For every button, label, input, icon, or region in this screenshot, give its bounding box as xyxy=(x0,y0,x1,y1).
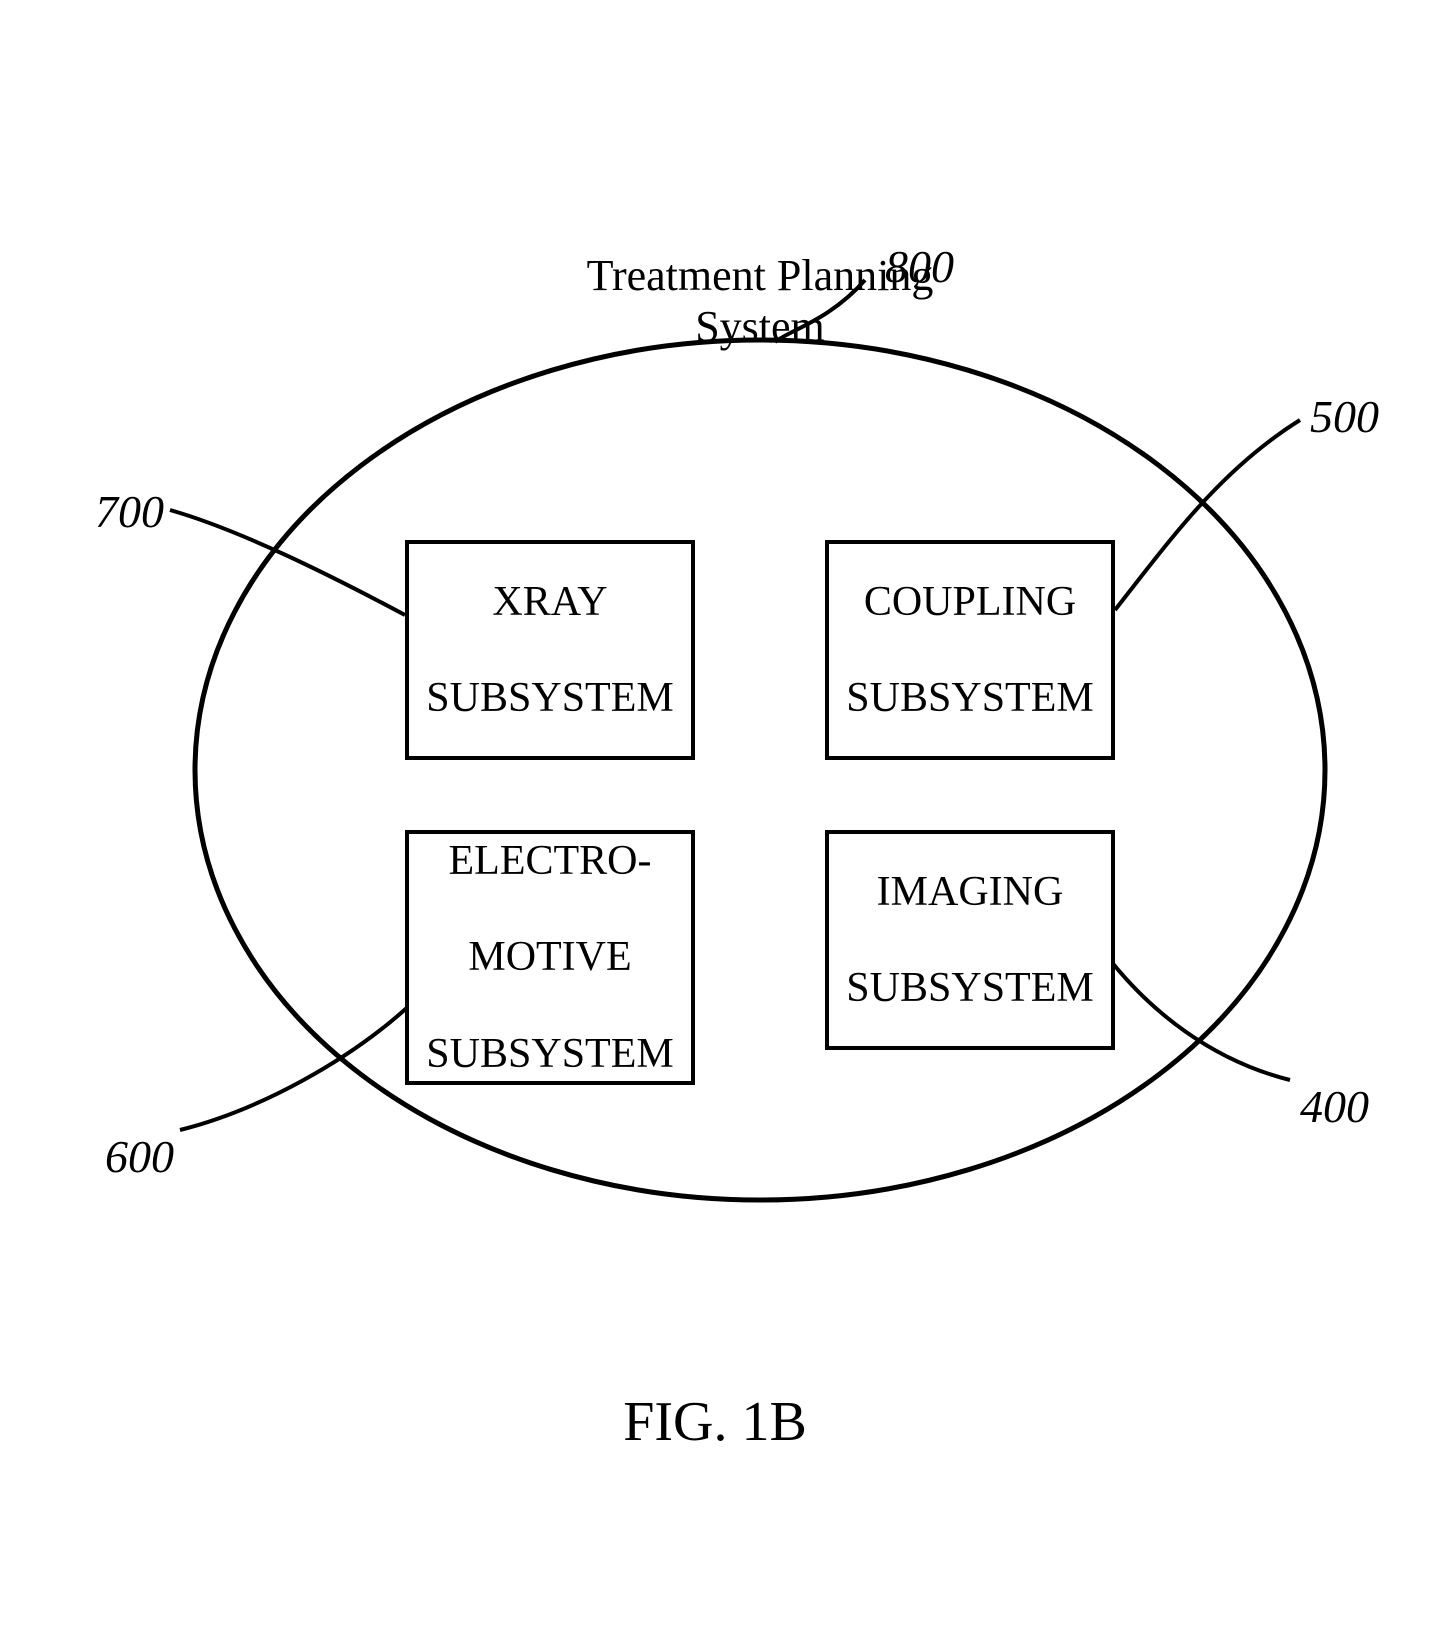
box-coupling-line2: SUBSYSTEM xyxy=(846,674,1093,722)
label-500: 500 xyxy=(1310,390,1379,443)
box-electro: ELECTRO- MOTIVE SUBSYSTEM xyxy=(405,830,695,1085)
box-imaging: IMAGING SUBSYSTEM xyxy=(825,830,1115,1050)
label-800: 800 xyxy=(885,240,954,293)
box-electro-line2: MOTIVE xyxy=(426,933,673,981)
box-xray-line1: XRAY xyxy=(426,578,673,626)
svg-layer xyxy=(0,0,1430,1632)
system-title-line2: System xyxy=(560,301,960,352)
leader-700 xyxy=(170,510,405,615)
figure-label: FIG. 1B xyxy=(0,1390,1430,1454)
box-coupling: COUPLING SUBSYSTEM xyxy=(825,540,1115,760)
system-ellipse xyxy=(195,340,1325,1200)
leader-500 xyxy=(1115,420,1300,610)
leader-600 xyxy=(180,1005,410,1130)
figure-stage: Treatment Planning System XRAY SUBSYSTEM… xyxy=(0,0,1430,1632)
label-400: 400 xyxy=(1300,1080,1369,1133)
box-xray-line2: SUBSYSTEM xyxy=(426,674,673,722)
box-xray: XRAY SUBSYSTEM xyxy=(405,540,695,760)
box-electro-line3: SUBSYSTEM xyxy=(426,1030,673,1078)
box-imaging-line2: SUBSYSTEM xyxy=(846,964,1093,1012)
box-imaging-line1: IMAGING xyxy=(846,868,1093,916)
label-700: 700 xyxy=(95,485,164,538)
box-electro-line1: ELECTRO- xyxy=(426,837,673,885)
box-coupling-line1: COUPLING xyxy=(846,578,1093,626)
leader-400 xyxy=(1110,960,1290,1080)
label-600: 600 xyxy=(105,1130,174,1183)
